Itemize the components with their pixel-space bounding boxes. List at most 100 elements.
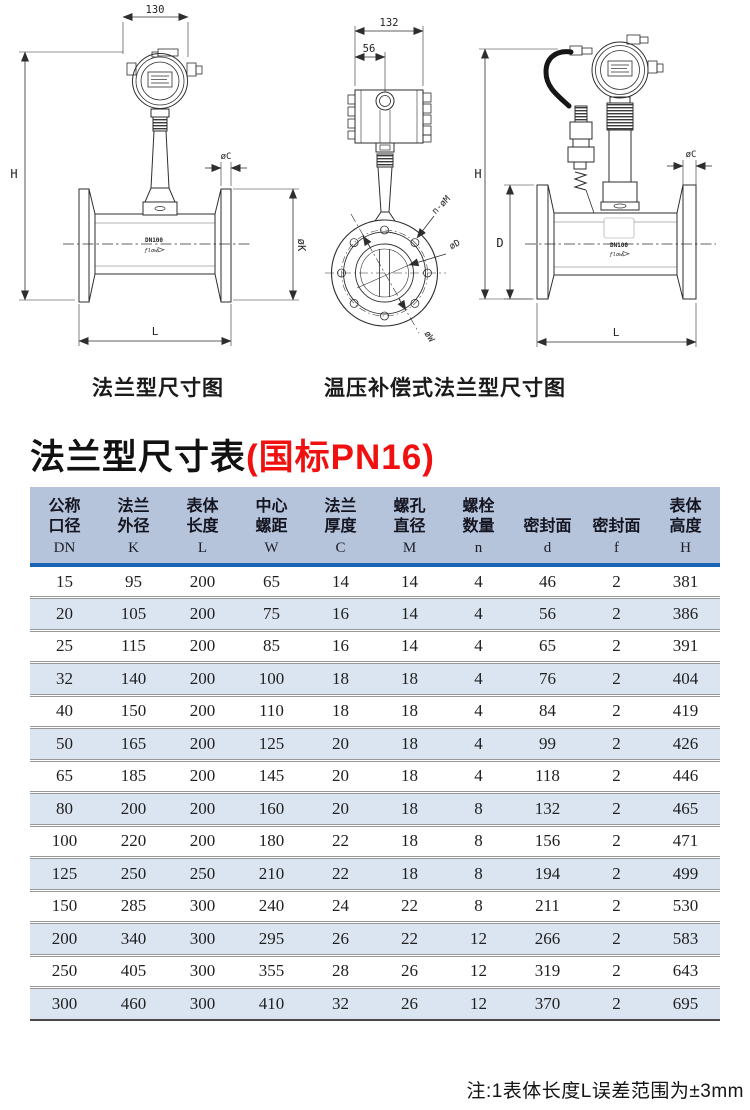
table-cell: 211	[513, 890, 582, 924]
dim-label-flange-diameter: øK	[295, 239, 307, 252]
table-cell: 18	[375, 695, 444, 729]
table-cell: 2	[582, 955, 651, 989]
table-cell: 80	[30, 792, 99, 827]
flow-logo: ƒlow	[144, 248, 158, 254]
table-cell: 100	[237, 662, 306, 697]
table-cell: 266	[513, 922, 582, 957]
table-cell: 24	[306, 890, 375, 924]
table-cell: 65	[237, 565, 306, 599]
table-cell: 386	[651, 597, 720, 632]
table-cell: 2	[582, 825, 651, 859]
table-cell: 4	[444, 630, 513, 664]
table-cell: 465	[651, 792, 720, 827]
table-row: 15 95 200 65 14 14 4 46 2 381	[30, 565, 720, 599]
table-cell: 165	[99, 727, 168, 762]
table-cell: 381	[651, 565, 720, 599]
table-cell: 56	[513, 597, 582, 632]
table-cell: 695	[651, 987, 720, 1021]
table-cell: 240	[237, 890, 306, 924]
table-cell: 300	[168, 890, 237, 924]
table-cell: 180	[237, 825, 306, 859]
table-cell: 20	[306, 760, 375, 794]
dim-label-height: H	[10, 167, 17, 181]
table-cell: 583	[651, 922, 720, 957]
dim-label-bolt-holes: n-øM	[430, 194, 453, 217]
transmitter-head	[126, 48, 203, 109]
flow-arrow-icon	[157, 247, 165, 253]
dim-label-bolt-circle: øW	[422, 330, 437, 345]
table-cell: 8	[444, 825, 513, 859]
table-cell: 8	[444, 857, 513, 892]
table-cell: 2	[582, 792, 651, 827]
flange-face-diagram: 132 56 n-øM øD øW	[325, 17, 462, 345]
table-cell: 18	[306, 695, 375, 729]
table-cell: 12	[444, 987, 513, 1021]
table-cell: 26	[375, 987, 444, 1021]
flexible-hose	[543, 49, 574, 109]
table-cell: 4	[444, 695, 513, 729]
table-cell: 370	[513, 987, 582, 1021]
title-main: 法兰型尺寸表	[30, 438, 247, 477]
table-cell: 125	[237, 727, 306, 762]
table-cell: 25	[30, 630, 99, 664]
table-cell: 118	[513, 760, 582, 794]
table-cell: 110	[237, 695, 306, 729]
table-row: 32 140 200 100 18 18 4 76 2 404	[30, 662, 720, 697]
table-cell: 355	[237, 955, 306, 989]
table-cell: 40	[30, 695, 99, 729]
table-cell: 4	[444, 662, 513, 697]
dim-label-height: H	[474, 167, 481, 181]
flow-arrow-icon	[622, 251, 630, 257]
table-cell: 200	[168, 662, 237, 697]
table-cell: 2	[582, 597, 651, 632]
table-cell: 460	[99, 987, 168, 1021]
table-cell: 2	[582, 890, 651, 924]
table-row: 300 460 300 410 32 26 12 370 2 695	[30, 987, 720, 1021]
table-cell: 22	[375, 922, 444, 957]
table-cell: 285	[99, 890, 168, 924]
table-cell: 20	[306, 727, 375, 762]
sensor-neck	[600, 96, 640, 211]
table-cell: 300	[168, 987, 237, 1021]
table-cell: 16	[306, 630, 375, 664]
title-highlight: (国标PN16)	[246, 438, 435, 477]
table-cell: 22	[306, 825, 375, 859]
dim-label-flange-thickness: øC	[221, 152, 232, 162]
caption-compensated-type: 温压补偿式法兰型尺寸图	[324, 377, 566, 400]
sensor-neck	[142, 108, 178, 216]
table-row: 80 200 200 160 20 18 8 132 2 465	[30, 792, 720, 827]
table-cell: 18	[306, 662, 375, 697]
table-cell: 14	[375, 565, 444, 599]
dim-label-offset: 56	[363, 43, 376, 55]
table-cell: 125	[30, 857, 99, 892]
table-cell: 8	[444, 792, 513, 827]
sensor-neck	[374, 153, 396, 222]
dim-label-bore: øD	[448, 238, 462, 252]
pipe-size-label: DN100	[610, 242, 628, 249]
table-cell: 4	[444, 727, 513, 762]
table-cell: 200	[168, 630, 237, 664]
flange-type-diagram: 130 H øC øK L DN100 ƒlow	[10, 4, 307, 346]
table-cell: 12	[444, 955, 513, 989]
table-cell: 28	[306, 955, 375, 989]
table-cell: 4	[444, 597, 513, 632]
table-row: 25 115 200 85 16 14 4 65 2 391	[30, 630, 720, 664]
table-row: 100 220 200 180 22 18 8 156 2 471	[30, 825, 720, 859]
table-cell: 4	[444, 760, 513, 794]
table-row: 20 105 200 75 16 14 4 56 2 386	[30, 597, 720, 632]
dim-label-length: L	[613, 326, 620, 339]
column-header-M: 螺孔 直径 M	[375, 487, 444, 567]
table-cell: 405	[99, 955, 168, 989]
transmitter-head-side	[347, 89, 432, 153]
table-cell: 32	[306, 987, 375, 1021]
table-cell: 319	[513, 955, 582, 989]
table-cell: 26	[375, 955, 444, 989]
footnote: 注:1表体长度L误差范围为±3mm	[466, 1081, 744, 1102]
table-cell: 160	[237, 792, 306, 827]
table-cell: 14	[306, 565, 375, 599]
table-cell: 200	[30, 922, 99, 957]
column-header-n: 螺栓 数量 n	[444, 487, 513, 567]
flange-face	[325, 213, 447, 334]
table-cell: 210	[237, 857, 306, 892]
